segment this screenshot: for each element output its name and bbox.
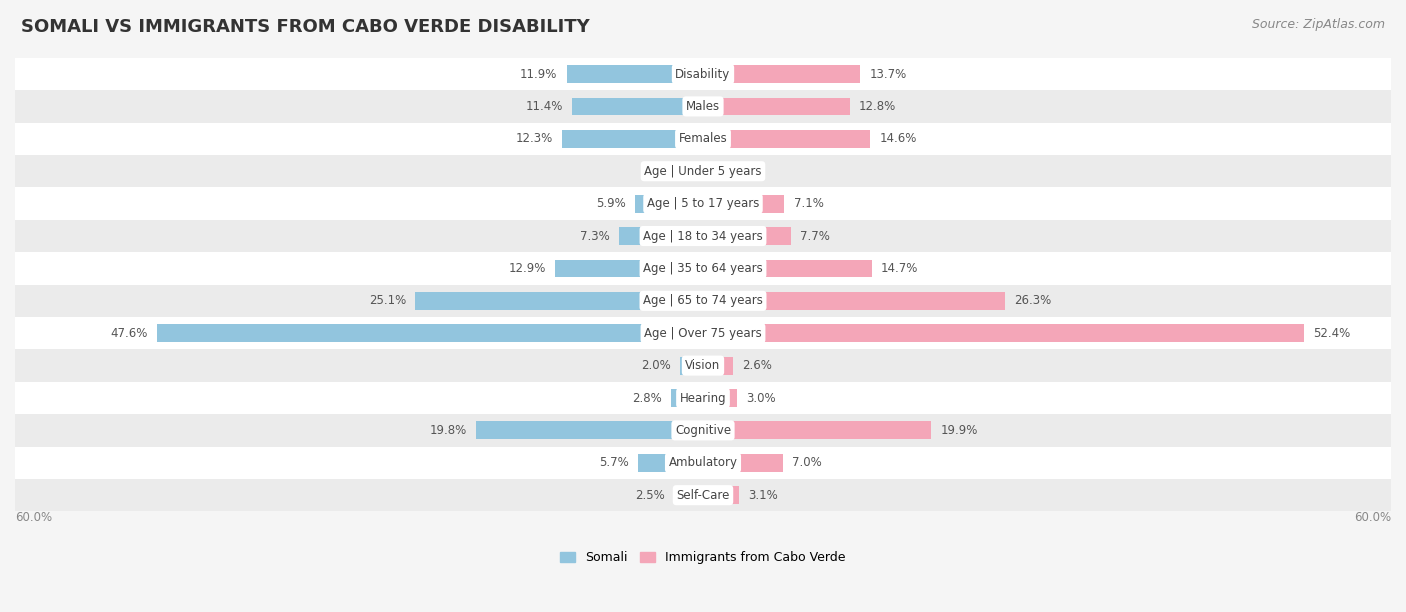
Bar — [681, 357, 703, 375]
Bar — [15, 414, 1391, 447]
Bar — [703, 487, 738, 504]
Bar — [703, 97, 849, 115]
Bar — [636, 195, 703, 212]
Text: 5.9%: 5.9% — [596, 197, 626, 210]
Text: Ambulatory: Ambulatory — [668, 457, 738, 469]
Bar — [157, 324, 703, 342]
Text: Age | 18 to 34 years: Age | 18 to 34 years — [643, 230, 763, 242]
Bar — [703, 357, 733, 375]
Bar — [15, 317, 1391, 349]
Text: 14.6%: 14.6% — [880, 132, 917, 145]
Bar — [415, 292, 703, 310]
Bar — [562, 130, 703, 147]
Text: Age | Over 75 years: Age | Over 75 years — [644, 327, 762, 340]
Text: 47.6%: 47.6% — [111, 327, 148, 340]
Text: 11.9%: 11.9% — [520, 67, 557, 81]
Bar — [675, 487, 703, 504]
Bar — [15, 447, 1391, 479]
Text: 3.0%: 3.0% — [747, 392, 776, 405]
Text: 19.8%: 19.8% — [430, 424, 467, 437]
Legend: Somali, Immigrants from Cabo Verde: Somali, Immigrants from Cabo Verde — [560, 551, 846, 564]
Bar — [15, 187, 1391, 220]
Bar — [15, 349, 1391, 382]
Bar — [703, 324, 1303, 342]
Bar — [15, 90, 1391, 122]
Bar — [689, 162, 703, 180]
Text: Age | 35 to 64 years: Age | 35 to 64 years — [643, 262, 763, 275]
Text: 26.3%: 26.3% — [1014, 294, 1052, 307]
Text: Females: Females — [679, 132, 727, 145]
Text: Disability: Disability — [675, 67, 731, 81]
Text: 3.1%: 3.1% — [748, 489, 778, 502]
Text: 12.9%: 12.9% — [509, 262, 546, 275]
Bar — [671, 389, 703, 407]
Text: 7.3%: 7.3% — [581, 230, 610, 242]
Text: Age | Under 5 years: Age | Under 5 years — [644, 165, 762, 177]
Text: 1.2%: 1.2% — [650, 165, 681, 177]
Text: 2.0%: 2.0% — [641, 359, 671, 372]
Text: 52.4%: 52.4% — [1313, 327, 1350, 340]
Bar — [572, 97, 703, 115]
Text: 11.4%: 11.4% — [526, 100, 564, 113]
Text: Source: ZipAtlas.com: Source: ZipAtlas.com — [1251, 18, 1385, 31]
Text: Vision: Vision — [685, 359, 721, 372]
Bar — [15, 220, 1391, 252]
Bar — [703, 422, 931, 439]
Text: SOMALI VS IMMIGRANTS FROM CABO VERDE DISABILITY: SOMALI VS IMMIGRANTS FROM CABO VERDE DIS… — [21, 18, 591, 36]
Bar — [703, 65, 860, 83]
Text: Males: Males — [686, 100, 720, 113]
Bar — [703, 389, 737, 407]
Bar — [15, 155, 1391, 187]
Bar — [703, 259, 872, 277]
Text: 5.7%: 5.7% — [599, 457, 628, 469]
Text: 2.5%: 2.5% — [636, 489, 665, 502]
Bar — [477, 422, 703, 439]
Text: 12.3%: 12.3% — [516, 132, 553, 145]
Bar — [619, 227, 703, 245]
Bar — [703, 195, 785, 212]
Text: 13.7%: 13.7% — [869, 67, 907, 81]
Text: Age | 65 to 74 years: Age | 65 to 74 years — [643, 294, 763, 307]
Text: Hearing: Hearing — [679, 392, 727, 405]
Bar — [15, 285, 1391, 317]
Text: 60.0%: 60.0% — [15, 512, 52, 524]
Text: Self-Care: Self-Care — [676, 489, 730, 502]
Text: 7.1%: 7.1% — [793, 197, 824, 210]
Bar — [15, 252, 1391, 285]
Text: 14.7%: 14.7% — [880, 262, 918, 275]
Text: 7.0%: 7.0% — [793, 457, 823, 469]
Bar — [15, 122, 1391, 155]
Text: 60.0%: 60.0% — [1354, 512, 1391, 524]
Bar — [703, 454, 783, 472]
Bar — [555, 259, 703, 277]
Text: 2.6%: 2.6% — [742, 359, 772, 372]
Text: 25.1%: 25.1% — [368, 294, 406, 307]
Bar — [703, 227, 792, 245]
Text: 2.8%: 2.8% — [631, 392, 662, 405]
Text: 7.7%: 7.7% — [800, 230, 831, 242]
Text: 12.8%: 12.8% — [859, 100, 896, 113]
Bar — [703, 162, 723, 180]
Bar — [567, 65, 703, 83]
Text: Age | 5 to 17 years: Age | 5 to 17 years — [647, 197, 759, 210]
Bar — [15, 382, 1391, 414]
Bar — [703, 130, 870, 147]
Bar — [638, 454, 703, 472]
Bar — [15, 479, 1391, 512]
Text: 1.7%: 1.7% — [731, 165, 762, 177]
Text: 19.9%: 19.9% — [941, 424, 977, 437]
Bar — [703, 292, 1004, 310]
Text: Cognitive: Cognitive — [675, 424, 731, 437]
Bar — [15, 58, 1391, 90]
